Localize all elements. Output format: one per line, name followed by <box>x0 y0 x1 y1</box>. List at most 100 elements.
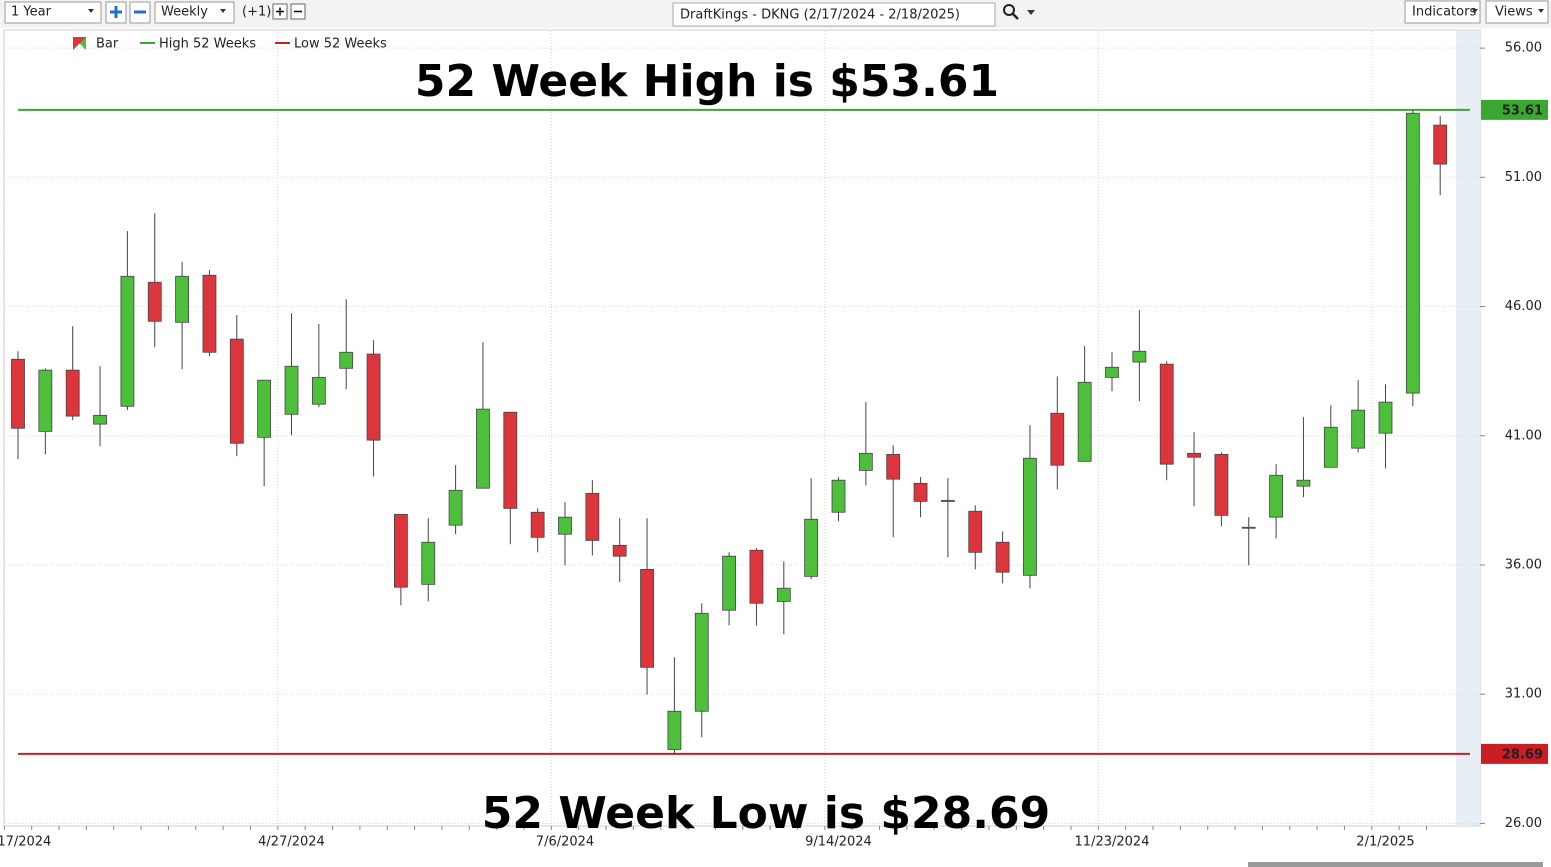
candle-body <box>749 549 764 604</box>
dropdown-arrow[interactable] <box>1027 10 1035 15</box>
period-text: 1 Year <box>11 5 52 20</box>
legend-label: High 52 Weeks <box>159 37 256 52</box>
dropdown-arrow <box>88 9 94 13</box>
candle-body <box>1214 453 1229 516</box>
views-text: Views <box>1495 5 1533 20</box>
plus-icon <box>276 7 284 16</box>
offset-text: (+1) <box>242 5 271 20</box>
dropdown-arrow <box>1472 9 1478 13</box>
candle-body <box>1241 526 1256 529</box>
candle-body <box>1159 363 1174 465</box>
candle-body <box>175 275 190 323</box>
candle-body <box>393 513 408 588</box>
candle-body <box>612 544 627 557</box>
candle-body <box>585 492 600 541</box>
interval-select[interactable] <box>154 1 235 24</box>
candle-body <box>667 710 682 750</box>
candle-body <box>448 489 463 526</box>
indicators-text: Indicators <box>1412 5 1476 20</box>
candle-body <box>1023 457 1037 576</box>
candle-body <box>503 411 518 509</box>
future-zone <box>1456 31 1480 825</box>
plot-area <box>3 29 1481 827</box>
x-tick-label: 7/6/2024 <box>536 835 594 850</box>
candle-body <box>284 365 299 415</box>
candle-body <box>913 482 928 502</box>
legend-label: Bar <box>96 37 119 52</box>
candle-body <box>38 369 53 432</box>
candle-body <box>202 274 217 353</box>
candle-body <box>694 612 709 712</box>
y-tick-label: 36.00 <box>1505 557 1542 572</box>
candle-body <box>1433 124 1448 165</box>
candle-body <box>1187 452 1201 458</box>
candle-body <box>147 281 162 322</box>
search-handle <box>1012 13 1019 20</box>
candle-body <box>421 541 436 585</box>
candle-body <box>1378 401 1393 434</box>
candle-body <box>1105 366 1119 378</box>
candle-body <box>93 414 107 425</box>
dropdown-arrow <box>220 9 226 13</box>
candle-body <box>995 541 1010 573</box>
candle-body <box>776 587 791 602</box>
symbol-box[interactable] <box>672 2 996 27</box>
candle-body <box>886 453 901 480</box>
x-tick-label: 2/17/2024 <box>0 835 51 850</box>
y-tick-label: 51.00 <box>1505 170 1542 185</box>
candle-body <box>1132 350 1147 363</box>
candle-body <box>366 353 381 441</box>
period-select[interactable] <box>4 1 102 24</box>
candle-body <box>722 555 736 611</box>
candle-body <box>941 499 955 502</box>
legend-label: Low 52 Weeks <box>294 37 387 52</box>
candle-body <box>311 376 326 405</box>
candle-body <box>11 358 25 429</box>
candle-body <box>339 351 354 369</box>
candle-body <box>558 516 572 535</box>
price-tag-label: 53.61 <box>1502 103 1543 118</box>
candle-body <box>1351 409 1366 449</box>
candle-body <box>257 379 272 438</box>
interval-text: Weekly <box>161 5 208 20</box>
candle-body <box>831 479 846 513</box>
candle-body <box>1050 412 1065 466</box>
views-button[interactable] <box>1485 0 1549 24</box>
indicators-button[interactable] <box>1404 0 1481 24</box>
annotation: 52 Week High is $53.61 <box>415 56 999 107</box>
candle-body <box>120 275 135 407</box>
candle-body <box>804 518 819 577</box>
dropdown-arrow <box>1538 9 1544 13</box>
candle-body <box>1077 381 1092 462</box>
y-tick-label: 41.00 <box>1505 428 1542 443</box>
legend-swatch <box>73 37 86 50</box>
y-tick-label: 46.00 <box>1505 299 1542 314</box>
search-icon[interactable] <box>1003 4 1015 16</box>
candle-body <box>640 568 654 668</box>
price-tag-label: 28.69 <box>1502 747 1543 762</box>
y-tick-label: 31.00 <box>1505 687 1542 702</box>
candle-body <box>1269 474 1283 518</box>
candle-body <box>65 369 80 417</box>
candle-body <box>476 408 490 489</box>
chart-title: DraftKings - DKNG (2/17/2024 - 2/18/2025… <box>680 8 960 23</box>
y-tick-label: 26.00 <box>1505 816 1542 831</box>
price-tag <box>1481 99 1548 120</box>
price-tag <box>1481 743 1548 764</box>
candle-body <box>229 338 244 444</box>
candle-body <box>530 511 545 538</box>
candle-body <box>858 452 873 471</box>
annotation: 52 Week Low is $28.69 <box>482 788 1050 839</box>
candle-body <box>1323 426 1338 468</box>
y-tick-label: 56.00 <box>1505 41 1542 56</box>
x-tick-label: 4/27/2024 <box>258 835 325 850</box>
candle-body <box>1405 112 1420 394</box>
x-tick-label: 2/1/2025 <box>1356 835 1414 850</box>
scrollbar[interactable] <box>1248 862 1543 867</box>
x-tick-label: 11/23/2024 <box>1075 835 1150 850</box>
plus-icon <box>110 6 122 18</box>
candle-body <box>1296 479 1311 487</box>
x-tick-label: 9/14/2024 <box>805 835 872 850</box>
candle-body <box>968 510 983 553</box>
